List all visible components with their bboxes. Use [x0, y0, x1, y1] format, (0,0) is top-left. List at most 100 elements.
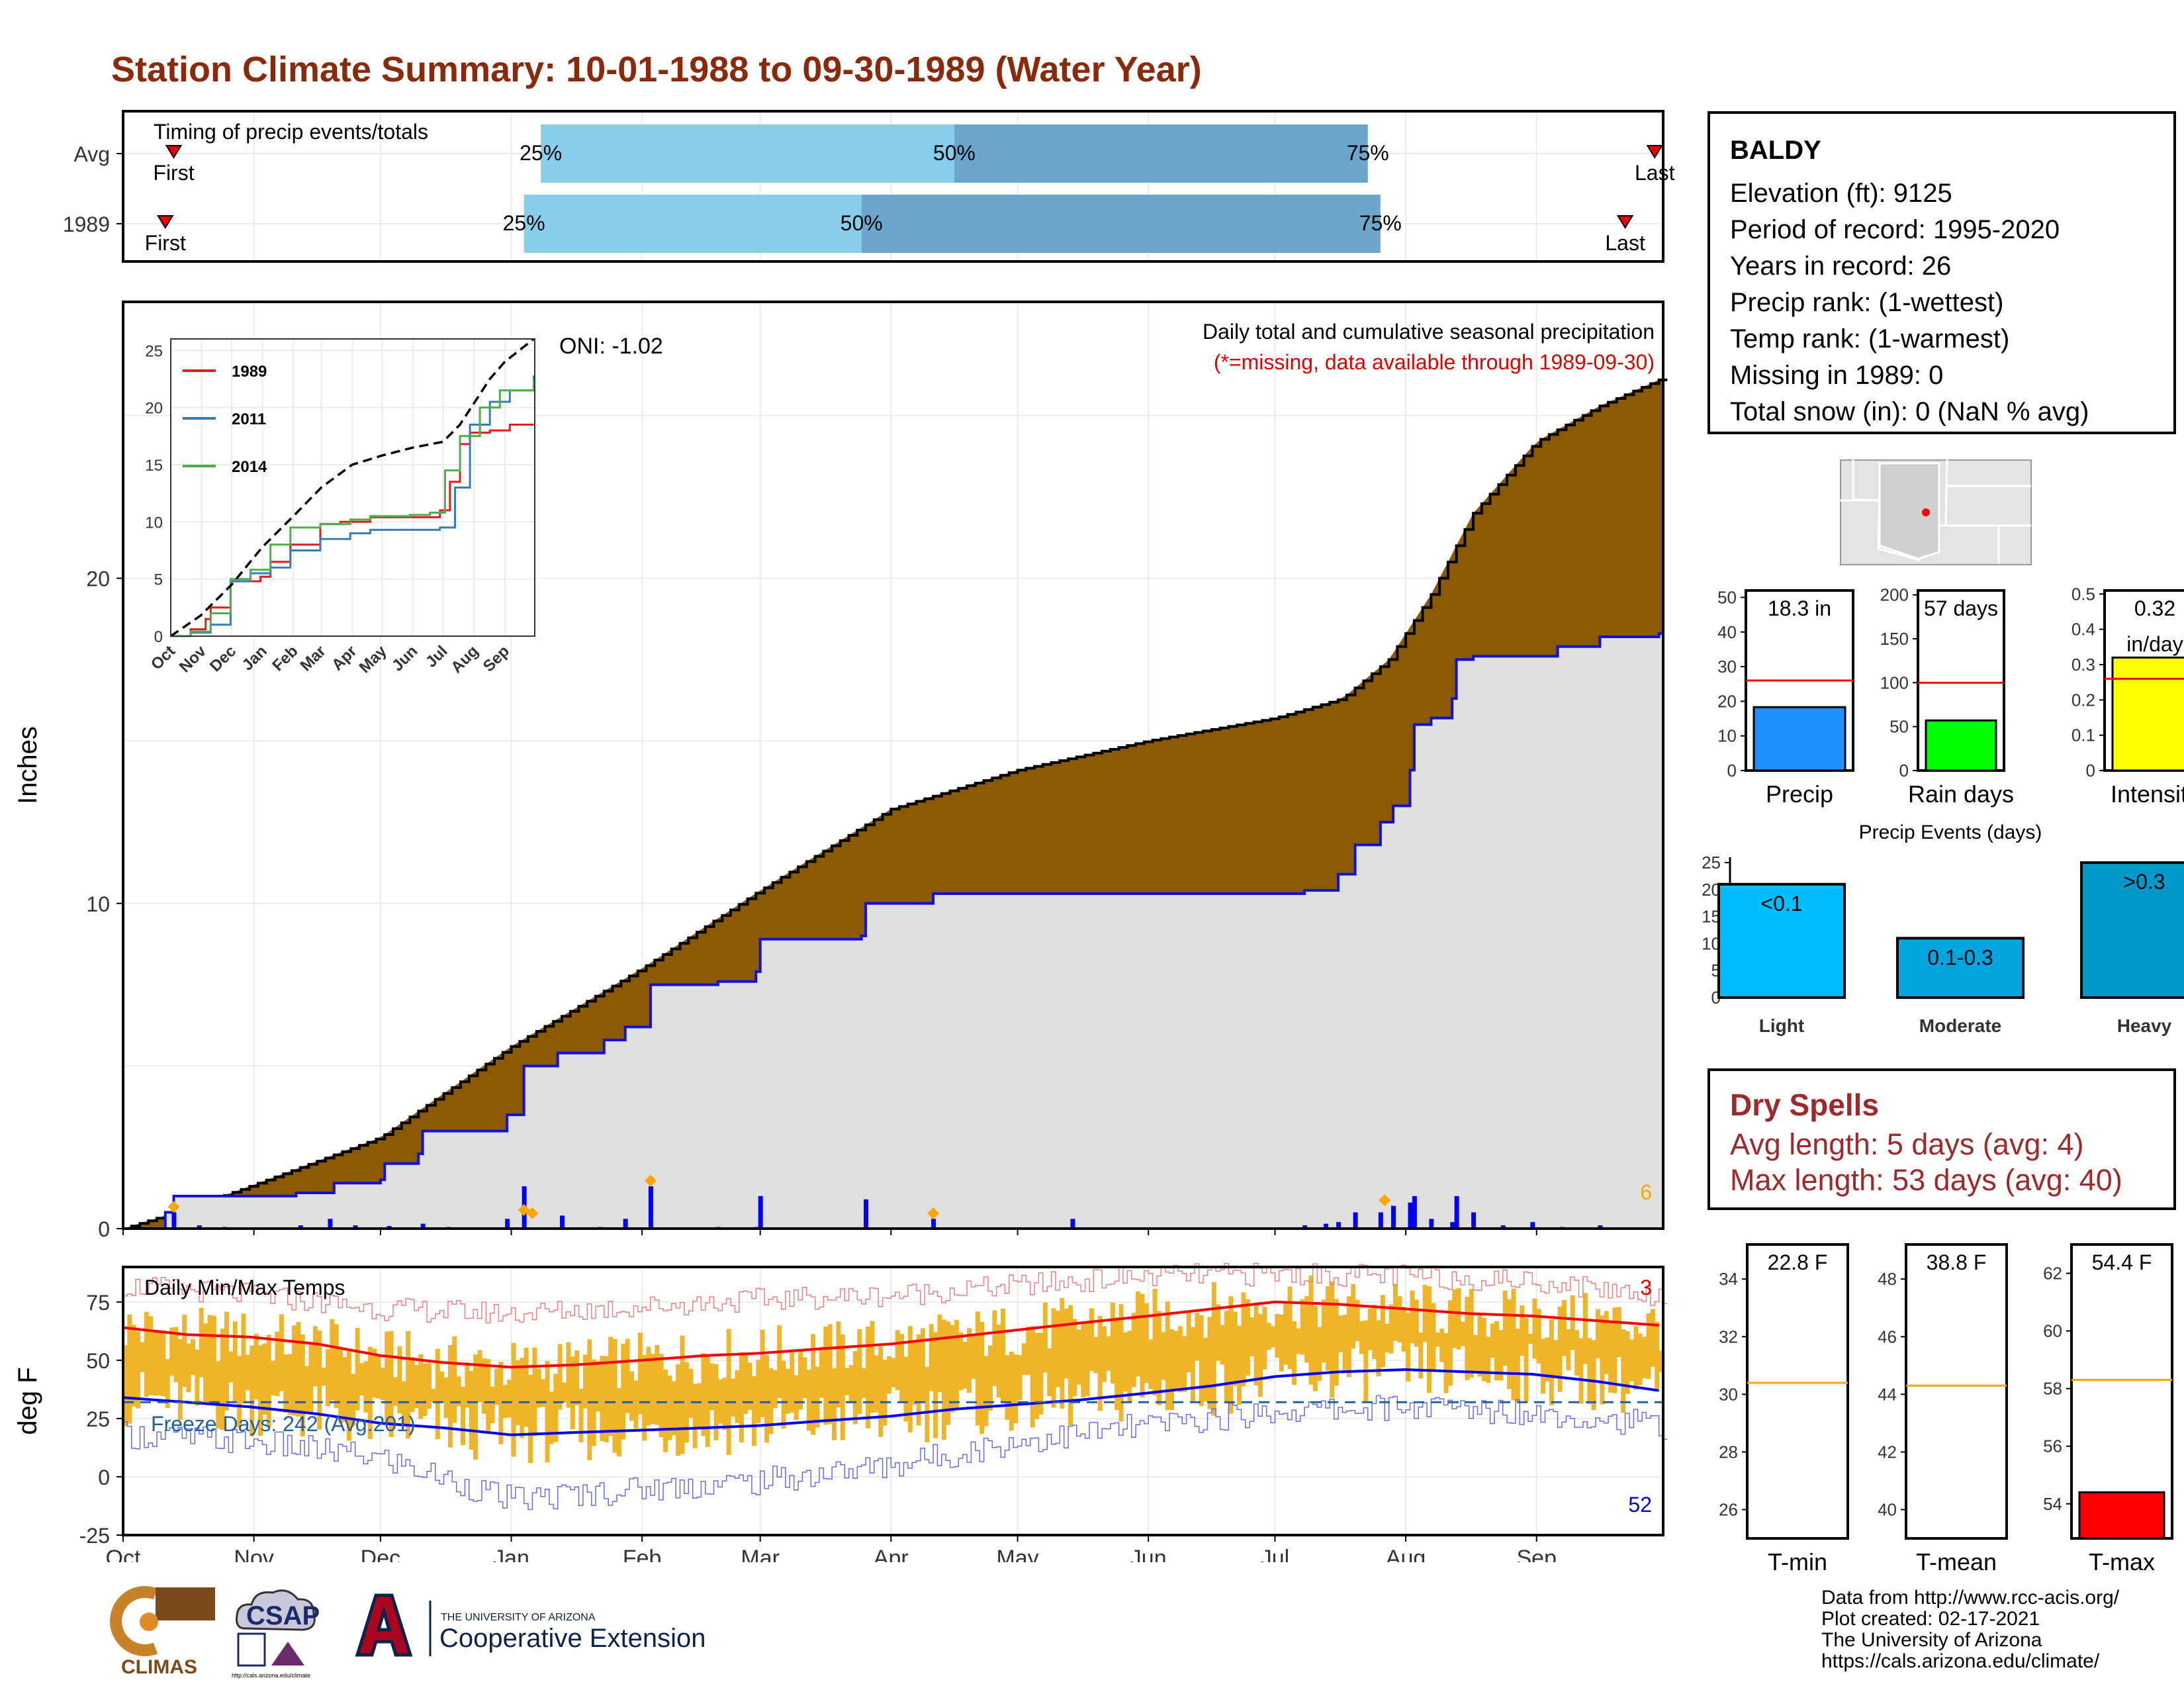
daily-temp-range-bar: [304, 1366, 310, 1413]
station-detail-line: Elevation (ft): 9125: [1730, 179, 1952, 208]
daily-temp-range-bar: [473, 1354, 478, 1460]
daily-temp-range-bar: [557, 1344, 563, 1410]
footer-line: Data from http://www.rcc-acis.org/: [1821, 1587, 2120, 1609]
daily-temp-range-bar: [363, 1361, 369, 1413]
daily-temp-range-bar: [207, 1315, 212, 1403]
daily-temp-range-bar: [1515, 1329, 1520, 1402]
daily-temp-range-bar: [275, 1331, 280, 1396]
daily-temp-range-bar: [1481, 1317, 1486, 1382]
record-high-line: [123, 1262, 1668, 1324]
csap-url: http://cals.arizona.edu/climate: [232, 1672, 310, 1679]
timing-title: Timing of precip events/totals: [154, 120, 428, 144]
mini-y-tick-label: 0: [2086, 761, 2095, 780]
daily-temp-range-bar: [582, 1354, 588, 1409]
daily-temp-range-bar: [536, 1368, 541, 1408]
daily-temp-range-bar: [1388, 1304, 1394, 1354]
daily-temp-range-bar: [1064, 1309, 1069, 1379]
daily-temp-range-bar: [1553, 1340, 1559, 1379]
daily-temp-range-bar: [895, 1330, 900, 1391]
daily-temp-range-bar: [1600, 1315, 1605, 1405]
daily-temp-range-bar: [1245, 1299, 1250, 1376]
daily-precip-bar: [1598, 1225, 1603, 1229]
daily-precip-bar: [1450, 1222, 1455, 1229]
last-label: Last: [1605, 231, 1645, 255]
daily-temp-range-bar: [1199, 1315, 1204, 1406]
first-marker: [156, 215, 174, 229]
daily-temp-range-bar: [1604, 1311, 1609, 1374]
footer-line: Plot created: 02-17-2021: [1821, 1608, 2040, 1630]
daily-temp-range-bar: [1616, 1307, 1621, 1358]
daily-temp-range-bar: [1308, 1275, 1314, 1385]
daily-temp-range-bar: [777, 1325, 782, 1399]
daily-temp-range-bar: [903, 1356, 909, 1422]
daily-temp-range-bar: [1452, 1289, 1457, 1348]
q75-label: 75%: [1347, 141, 1389, 165]
last-marker: [1616, 215, 1634, 229]
y-tick-label: 0: [98, 1466, 110, 1489]
extreme-precip-marker: [167, 1200, 180, 1213]
daily-temp-range-bar: [1566, 1329, 1571, 1370]
daily-temp-range-bar: [836, 1321, 841, 1408]
daily-temp-range-bar: [127, 1314, 132, 1424]
daily-temp-range-bar: [507, 1380, 512, 1418]
daily-temp-range-bar: [1257, 1314, 1263, 1397]
mini-y-tick-label: 0.5: [2071, 584, 2095, 604]
station-detail-line: Precip rank: (1-wettest): [1730, 288, 2004, 317]
daily-temp-range-bar: [1524, 1318, 1529, 1402]
daily-temp-range-bar: [1536, 1309, 1541, 1364]
mini-value-bar: [1752, 706, 1846, 772]
record-low-count: 52: [1628, 1493, 1652, 1517]
daily-temp-range-bar: [250, 1345, 255, 1436]
daily-temp-range-bar: [477, 1350, 482, 1403]
daily-temp-range-bar: [874, 1355, 879, 1413]
daily-temp-range-bar: [1545, 1337, 1550, 1382]
daily-temp-range-bar: [279, 1314, 284, 1391]
plot-border: [122, 301, 1664, 1230]
mini-y-tick-label: 46: [1878, 1327, 1897, 1346]
daily-temp-range-bar: [140, 1342, 145, 1372]
mini-y-tick-label: 44: [1878, 1384, 1897, 1404]
daily-temp-range-bar: [916, 1334, 921, 1426]
daily-precip-bar: [420, 1223, 426, 1229]
x-tick-label: Feb: [623, 1546, 662, 1562]
daily-precip-bar: [1323, 1223, 1328, 1229]
daily-temp-range-bar: [975, 1311, 980, 1426]
daily-temp-range-bar: [1494, 1321, 1499, 1381]
extreme-count: 6: [1640, 1180, 1652, 1204]
inset-average-line: [170, 338, 535, 637]
events-y-tick-label: 25: [1702, 853, 1721, 872]
daily-temp-range-bar: [958, 1332, 964, 1391]
daily-temp-range-bar: [237, 1356, 242, 1428]
cumulative-1989-area: [123, 633, 1663, 1229]
daily-temp-range-bar: [697, 1383, 702, 1428]
daily-temp-range-bar: [1253, 1303, 1259, 1385]
daily-temp-range-bar: [182, 1314, 187, 1387]
daily-precip-bar: [1429, 1219, 1434, 1229]
daily-temp-range-bar: [578, 1389, 584, 1442]
daily-temp-range-bar: [136, 1331, 141, 1409]
daily-precip-bar: [197, 1225, 202, 1229]
daily-temp-range-bar: [258, 1345, 263, 1436]
daily-temp-range-bar: [604, 1356, 609, 1442]
daily-temp-range-bar: [1232, 1311, 1238, 1386]
daily-temp-range-bar: [266, 1335, 271, 1428]
daily-temp-range-bar: [1447, 1300, 1453, 1386]
daily-temp-range-bar: [1406, 1313, 1411, 1382]
daily-temp-range-bar: [1443, 1333, 1449, 1393]
daily-temp-range-bar: [431, 1389, 436, 1403]
x-tick-label: Aug: [1386, 1546, 1426, 1562]
daily-temp-range-bar: [1279, 1314, 1284, 1372]
daily-temp-range-bar: [296, 1321, 301, 1417]
x-tick-label: Dec: [361, 1546, 400, 1562]
x-tick-label: Jun: [1130, 1546, 1167, 1562]
mini-y-tick-label: 26: [1719, 1499, 1738, 1519]
daily-temp-range-bar: [372, 1348, 377, 1398]
daily-temp-range-bar: [321, 1368, 326, 1386]
daily-precip-bar: [1412, 1196, 1417, 1229]
station-detail-line: Missing in 1989: 0: [1730, 361, 1944, 390]
daily-temp-range-bar: [461, 1387, 466, 1446]
daily-temp-range-bar: [857, 1329, 862, 1415]
daily-temp-range-bar: [1076, 1329, 1081, 1385]
daily-temp-range-bar: [1549, 1319, 1554, 1405]
